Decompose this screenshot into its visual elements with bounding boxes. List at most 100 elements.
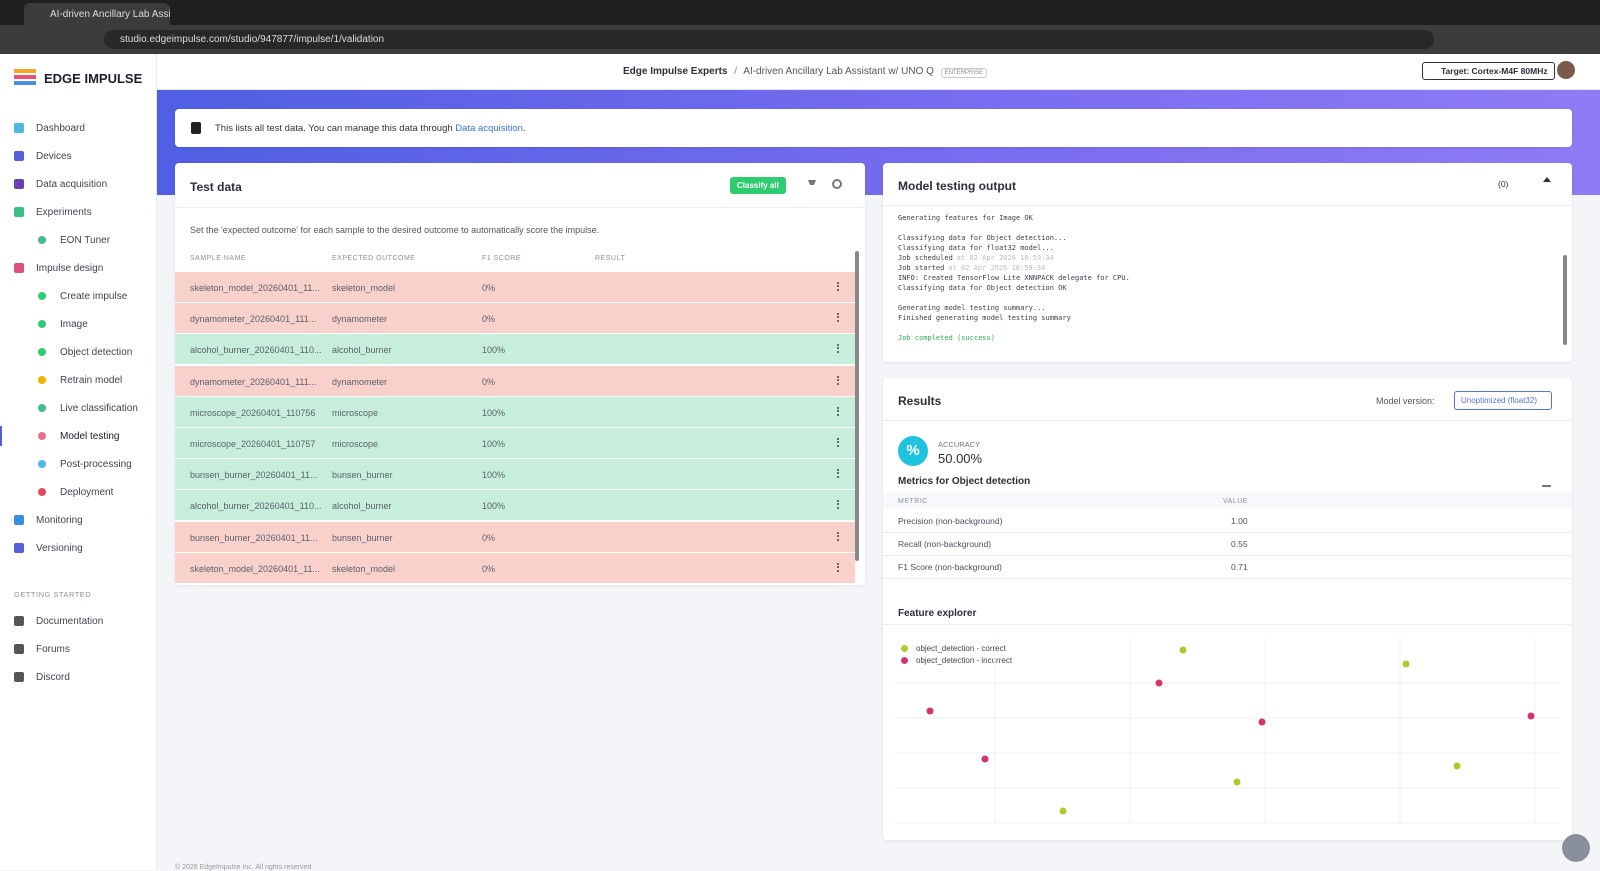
collapse[interactable] bbox=[1543, 177, 1551, 182]
url[interactable]: studio.edgeimpulse.com/studio/947877/imp… bbox=[104, 30, 1434, 49]
classify-button[interactable]: Classify all bbox=[730, 177, 786, 194]
row-menu[interactable] bbox=[837, 469, 839, 479]
row-menu[interactable] bbox=[837, 500, 839, 510]
point[interactable] bbox=[1059, 807, 1067, 815]
log-time: at 02 Apr 2026 10:59:34 bbox=[948, 264, 1046, 272]
version-select[interactable]: Unoptimized (float32) bbox=[1454, 391, 1553, 410]
point[interactable] bbox=[1527, 712, 1535, 720]
nav-item[interactable]: Model testing bbox=[38, 426, 119, 446]
table-row[interactable]: bunsen_burner_20260401_11... bunsen_burne… bbox=[175, 459, 855, 491]
legend-entry[interactable]: object_detection - incorrect bbox=[901, 656, 1012, 665]
browser-tab[interactable]: AI-driven Ancillary Lab Assistan bbox=[24, 3, 170, 25]
nav-item[interactable]: Create impulse bbox=[38, 286, 127, 306]
download[interactable] bbox=[1542, 478, 1551, 487]
notifications[interactable]: (0) bbox=[1498, 179, 1509, 189]
target[interactable]: Target: Cortex-M4F 80MHz bbox=[1422, 62, 1555, 80]
cell-name: skeleton_model_20260401_11... bbox=[190, 283, 320, 293]
table-row[interactable]: dynamometer_20260401_111... dynamometer 0% bbox=[175, 365, 855, 397]
row-menu[interactable] bbox=[837, 282, 839, 291]
results-panel: Results Model version: Unoptimized (floa… bbox=[883, 378, 1572, 840]
nav-item[interactable]: Impulse design bbox=[14, 258, 103, 278]
nav-item[interactable]: Monitoring bbox=[14, 510, 83, 530]
nav-item[interactable]: Data acquisition bbox=[14, 174, 107, 194]
explorer-title: Feature explorer bbox=[898, 608, 977, 619]
row-menu[interactable] bbox=[837, 375, 839, 385]
org[interactable]: Edge Impulse Experts bbox=[623, 66, 728, 77]
explorer-grid bbox=[895, 638, 1560, 824]
metric-cell: 1.00 bbox=[1231, 516, 1248, 526]
row-menu[interactable] bbox=[837, 313, 839, 323]
brand[interactable]: EDGE IMPULSE bbox=[44, 71, 143, 86]
project: AI-driven Ancillary Lab Assistant w/ UNO… bbox=[743, 66, 934, 77]
point[interactable] bbox=[1402, 660, 1410, 668]
link[interactable]: Data acquisition bbox=[455, 123, 523, 134]
cell-name: bunsen_burner_20260401_11... bbox=[190, 532, 318, 543]
cell-f1: 0% bbox=[482, 283, 496, 293]
nav-label: Experiments bbox=[36, 206, 92, 218]
nav-icon bbox=[14, 616, 24, 626]
help-item[interactable]: Forums bbox=[14, 639, 70, 659]
nav-item[interactable]: Dashboard bbox=[14, 118, 85, 138]
row-menu[interactable] bbox=[837, 406, 839, 416]
nav-item[interactable]: Live classification bbox=[38, 398, 138, 418]
settings-icon[interactable] bbox=[832, 179, 842, 189]
legend-entry[interactable]: object_detection - correct bbox=[901, 644, 1006, 653]
scrollbar[interactable] bbox=[855, 251, 859, 561]
nav-label: Documentation bbox=[36, 615, 104, 627]
help-item[interactable]: Documentation bbox=[14, 611, 103, 631]
table-row[interactable]: microscope_20260401_110757 microscope 100% bbox=[175, 428, 855, 459]
filter-icon[interactable] bbox=[808, 180, 816, 188]
cell-name: alcohol_burner_20260401_110... bbox=[190, 345, 322, 356]
table-row[interactable]: microscope_20260401_110756 microscope 100% bbox=[175, 396, 855, 428]
help-button[interactable] bbox=[1562, 834, 1590, 862]
nav-item[interactable]: Image bbox=[38, 314, 88, 334]
table-row[interactable]: dynamometer_20260401_111... dynamometer 0% bbox=[175, 303, 855, 335]
help-item[interactable]: Discord bbox=[14, 667, 70, 687]
nav-item[interactable]: EON Tuner bbox=[38, 230, 110, 250]
nav-item[interactable]: Post-processing bbox=[38, 454, 132, 474]
row-menu[interactable] bbox=[837, 344, 839, 354]
accuracy-label: ACCURACY bbox=[938, 440, 981, 449]
nav-item[interactable]: Deployment bbox=[38, 482, 113, 502]
nav-label: Model testing bbox=[60, 430, 120, 442]
point[interactable] bbox=[926, 707, 934, 715]
cell-name: dynamometer_20260401_111... bbox=[190, 376, 317, 387]
header: Edge Impulse Experts / AI-driven Ancilla… bbox=[157, 54, 1600, 90]
nav-item[interactable]: Versioning bbox=[14, 538, 83, 558]
nav-icon bbox=[14, 543, 24, 553]
point[interactable] bbox=[1258, 718, 1266, 726]
log-line: Job scheduled at 02 Apr 2026 10:59:34 bbox=[898, 253, 1538, 263]
nav-icon bbox=[14, 207, 24, 217]
row-menu[interactable] bbox=[837, 562, 839, 572]
nav-icon bbox=[38, 460, 46, 468]
point[interactable] bbox=[1179, 646, 1187, 654]
avatar[interactable] bbox=[1557, 61, 1575, 79]
point[interactable] bbox=[981, 755, 989, 763]
feature-explorer bbox=[895, 638, 1560, 824]
log-text: Job started bbox=[898, 264, 945, 272]
table-row[interactable]: alcohol_burner_20260401_110... alcohol_bu… bbox=[175, 334, 855, 366]
nav-item[interactable]: Object detection bbox=[38, 342, 132, 362]
metric-cell: Precision (non-background) bbox=[898, 516, 1003, 526]
metric-column: METRIC bbox=[898, 498, 928, 505]
table-row[interactable]: skeleton_model_20260401_11... skeleton_mo… bbox=[175, 272, 855, 303]
table-row[interactable]: bunsen_burner_20260401_11... bunsen_burne… bbox=[175, 521, 855, 553]
log-text: Generating features for Image OK bbox=[898, 214, 1033, 222]
column-header: RESULT bbox=[595, 255, 626, 262]
row-menu[interactable] bbox=[837, 531, 839, 541]
point[interactable] bbox=[1155, 679, 1163, 687]
divider bbox=[883, 420, 1572, 421]
point[interactable] bbox=[1453, 762, 1461, 770]
metric-column: VALUE bbox=[1223, 498, 1248, 505]
log-text: Classifying data for Object detection OK bbox=[898, 284, 1067, 292]
nav-item[interactable]: Experiments bbox=[14, 202, 92, 222]
point[interactable] bbox=[1233, 778, 1241, 786]
accuracy-icon: % bbox=[898, 436, 928, 466]
nav-item[interactable]: Devices bbox=[14, 146, 72, 166]
nav-item[interactable]: Retrain model bbox=[38, 370, 122, 390]
row-menu[interactable] bbox=[837, 438, 839, 447]
table-row[interactable]: skeleton_model_20260401_11... skeleton_mo… bbox=[175, 552, 855, 584]
table-row[interactable]: alcohol_burner_20260401_110... alcohol_bu… bbox=[175, 490, 855, 522]
scrollbar[interactable] bbox=[1563, 255, 1567, 345]
